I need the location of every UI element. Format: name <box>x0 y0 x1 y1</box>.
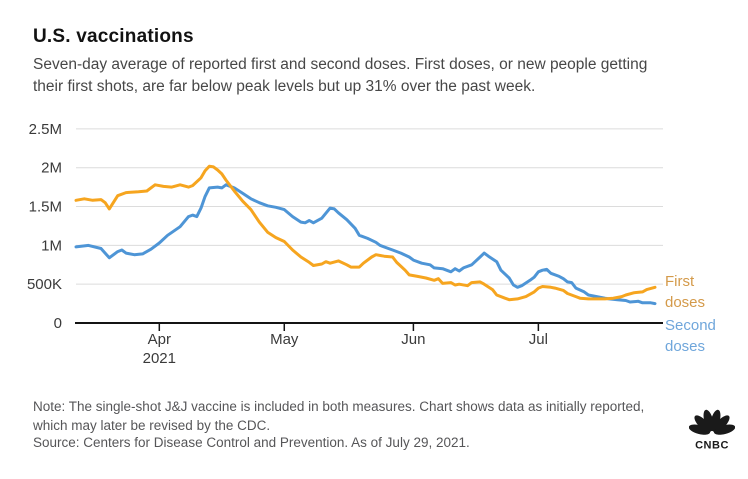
x-axis-label: May <box>270 331 299 348</box>
y-axis-label: 2M <box>41 160 62 177</box>
peacock-icon <box>689 409 735 435</box>
chart-subtitle-line2: their first shots, are far below peak le… <box>33 78 536 95</box>
x-axis-year-label: 2021 <box>143 350 176 367</box>
chart-subtitle-line1: Seven-day average of reported first and … <box>33 56 648 73</box>
y-axis-label: 1.5M <box>29 199 62 216</box>
chart-subtitle: Seven-day average of reported first and … <box>33 54 647 98</box>
note-text-line2: which may later be revised by the CDC. <box>33 418 271 433</box>
y-axis-label: 2.5M <box>29 121 62 138</box>
source-text: Source: Centers for Disease Control and … <box>33 435 470 450</box>
y-axis-label: 500K <box>27 276 62 293</box>
cnbc-logo-text: CNBC <box>695 440 729 452</box>
legend-label-first-doses: First doses <box>665 273 706 311</box>
x-axis-label: Jun <box>401 331 425 348</box>
legend-label-second-doses: Second doses <box>665 317 716 355</box>
note-text: Note: The single-shot J&J vaccine is inc… <box>33 397 644 435</box>
y-axis-label: 0 <box>54 315 62 332</box>
x-axis-label: Apr <box>148 331 171 348</box>
line-chart: 0 500K 1M 1.5M 2M 2.5M Apr 2021 May Jun Jul <box>27 121 663 367</box>
cnbc-logo: CNBC <box>689 409 735 452</box>
note-text-line1: Note: The single-shot J&J vaccine is inc… <box>33 399 645 414</box>
chart-title: U.S. vaccinations <box>33 26 194 47</box>
series-line-second-doses <box>74 183 657 306</box>
series-line-first-doses <box>74 164 657 302</box>
x-axis-label: Jul <box>529 331 548 348</box>
y-axis-label: 1M <box>41 237 62 254</box>
